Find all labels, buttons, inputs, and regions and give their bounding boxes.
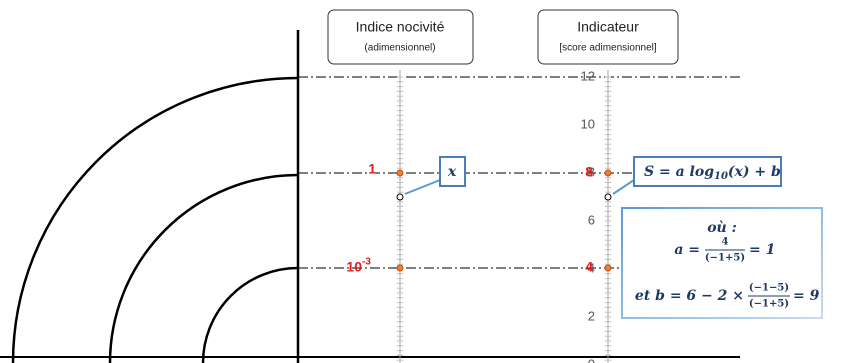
x-box	[439, 156, 466, 187]
header-title: Indice nocivité	[356, 19, 445, 35]
denominator: (−1+5)	[705, 253, 745, 264]
scale-label: 2	[588, 308, 595, 323]
arrow	[612, 179, 635, 195]
left-mark: 1	[368, 161, 376, 177]
scale-label: 8	[588, 164, 595, 179]
open-point	[604, 193, 612, 201]
formula-a-result: = 1	[749, 242, 775, 258]
denominator: (−1+5)	[749, 299, 789, 310]
header-subtitle: [score adimensionnel]	[559, 43, 656, 54]
x-label: x	[447, 164, 457, 180]
s-box	[633, 156, 782, 187]
s-formula: S = a log10(x) + b	[644, 164, 781, 182]
left-mark-exponent: -3	[362, 257, 371, 268]
right-mark: 8	[585, 164, 593, 180]
formula-b-result: = 9	[793, 288, 820, 304]
s-main: S = a log	[644, 164, 714, 180]
header-title: Indicateur	[577, 19, 639, 35]
arrow	[404, 179, 441, 195]
markers	[396, 169, 612, 272]
right-mark: 4	[585, 259, 593, 275]
point	[604, 169, 612, 177]
ruler-ticks	[397, 76, 611, 361]
arc	[11, 76, 299, 363]
arc	[108, 173, 299, 363]
header-box	[327, 9, 474, 65]
open-point	[396, 193, 404, 201]
point	[396, 169, 404, 177]
formula-box	[621, 207, 823, 319]
scale-label: 10	[581, 116, 595, 131]
point	[604, 264, 612, 272]
numerator: 4	[722, 237, 729, 248]
scale-label: 4	[588, 260, 595, 275]
arcs	[11, 76, 299, 363]
scale-label: 6	[588, 212, 595, 227]
s-sub: 10	[714, 171, 728, 182]
scale-labels: 12 10 8 6 4 2 0	[581, 68, 595, 363]
scale-label: 0	[588, 356, 595, 363]
scale-label: 12	[581, 68, 595, 83]
point	[396, 264, 404, 272]
formula-intro: où :	[707, 220, 737, 236]
numerator: (−1−5)	[749, 283, 789, 294]
arc	[201, 266, 299, 363]
header-box	[537, 9, 679, 65]
header-subtitle: (adimensionnel)	[364, 43, 435, 54]
formula-b: et b = 6 − 2 ×	[635, 288, 744, 304]
formula-a: a =	[674, 242, 700, 258]
s-rest: (x) + b	[728, 164, 781, 180]
left-mark-base: 10	[346, 259, 362, 275]
